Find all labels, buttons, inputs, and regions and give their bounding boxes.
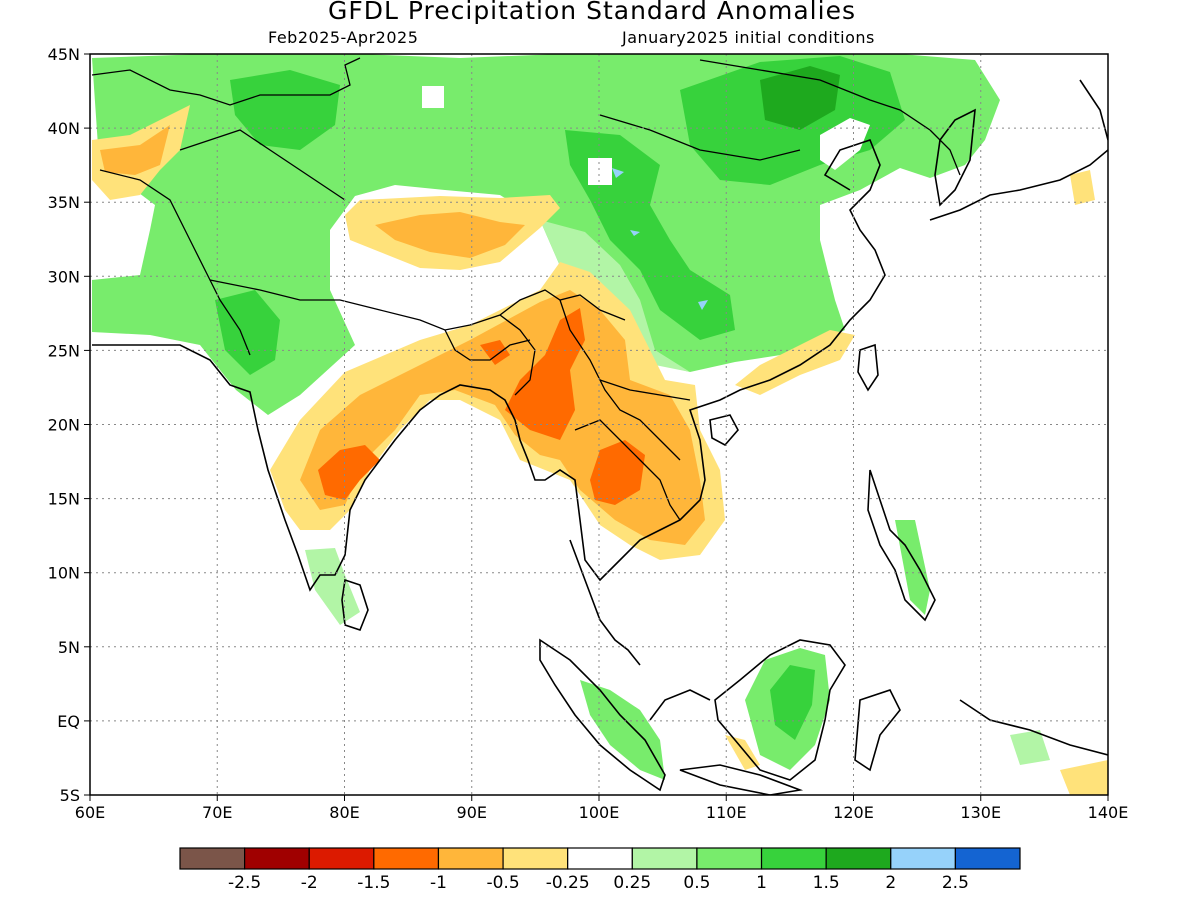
wet-strong-pakistan [215,290,280,375]
dry-moderate-tibet-core [375,212,525,258]
legend-label: 0.25 [613,873,651,893]
legend-swatch [696,847,763,870]
legend-swatch [373,847,440,870]
wet-new-guinea [1010,730,1050,765]
forecast-period: Feb2025-Apr2025 [268,28,419,47]
legend-label: 1 [756,873,767,893]
map-title: GFDL Precipitation Standard Anomalies [328,0,856,25]
axis-ticks: 60E 70E 80E 90E 100E 110E 120E 130E 140E 5S EQ 5N 10… [48,45,1129,822]
lon-tick-label: 120E [833,803,874,822]
legend-swatch [179,847,246,870]
lat-tick-label: 20N [48,416,80,435]
legend-label: 0.5 [683,873,710,893]
dry-strong-indochina [590,440,645,505]
lat-tick-label: 40N [48,119,80,138]
dry-strong-myanmar [505,308,585,440]
dry-weak-south-china [735,330,855,395]
neutral-gap-east-asia [820,118,870,170]
color-legend: -2.5 -2 -1.5 -1 -0.5 -0.25 0.25 0.5 1 1.5 2 2.5 [179,847,1021,893]
dry-strong-eastern-india [318,445,380,500]
dry-strong-bangladesh [480,340,510,365]
legend-swatch [567,847,633,870]
lat-tick-label: 10N [48,564,80,583]
dry-weak-east-indonesia [1060,760,1108,795]
legend-label: -2 [301,873,318,893]
very-wet-spot-3 [630,230,640,236]
lon-tick-label: 140E [1088,803,1129,822]
lat-tick-label: 30N [48,267,80,286]
wet-sumatra [580,680,665,780]
lat-tick-label: EQ [57,712,80,731]
dry-weak-java [725,735,760,770]
lat-tick-label: 45N [48,45,80,64]
legend-swatch [308,847,375,870]
legend-swatch [954,847,1021,870]
wet-very-strong-core [760,66,840,130]
lon-tick-label: 60E [75,803,105,822]
legend-swatch [825,847,892,870]
lon-tick-label: 70E [202,803,232,822]
legend-label: -2.5 [228,873,261,893]
lon-tick-label: 110E [706,803,747,822]
legend-swatch [244,847,310,870]
dry-weak-japan [1070,170,1095,205]
neutral-gap-lake-2 [422,86,444,108]
legend-label: 2 [885,873,896,893]
dry-moderate-afghanistan [100,125,170,175]
legend-label: -1 [430,873,447,893]
very-wet-spot-2 [698,300,708,310]
lat-tick-label: 5N [58,638,80,657]
anomaly-field [90,54,1108,795]
lon-tick-label: 80E [329,803,359,822]
lat-tick-label: 35N [48,193,80,212]
legend-label: -0.25 [546,873,590,893]
legend-swatch [437,847,504,870]
initial-conditions: January2025 initial conditions [622,28,875,47]
legend-swatch [502,847,569,870]
neutral-gap-lake [588,158,612,185]
lon-tick-label: 90E [457,803,487,822]
legend-label: 1.5 [813,873,840,893]
legend-swatch [890,847,956,870]
legend-swatch [760,847,827,870]
legend-swatch [631,847,698,870]
graticule [90,54,1108,795]
lat-tick-label: 15N [48,490,80,509]
coastlines [92,79,1108,795]
very-wet-spot-1 [612,168,624,178]
legend-label: 2.5 [942,873,969,893]
wet-strong-northwest [230,70,340,150]
legend-label: -1.5 [357,873,390,893]
lat-tick-label: 25N [48,341,80,360]
lon-tick-label: 100E [579,803,620,822]
lon-tick-label: 130E [960,803,1001,822]
lat-tick-label: 5S [60,786,80,805]
wet-sri-lanka [305,548,360,625]
legend-label: -0.5 [486,873,519,893]
